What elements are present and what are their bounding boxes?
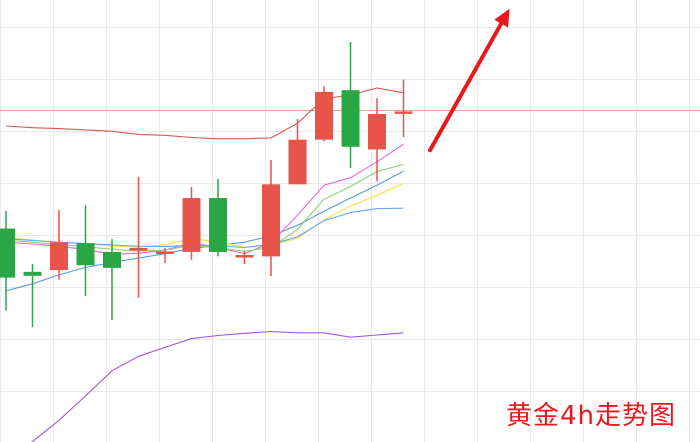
candle-body (209, 198, 227, 252)
candle (103, 239, 121, 321)
series-boll-lower (31, 330, 404, 442)
candle (368, 98, 386, 182)
candle (23, 263, 42, 328)
candle-body (23, 271, 42, 276)
candle (209, 179, 227, 257)
candle-body (315, 91, 333, 140)
candle (262, 160, 280, 277)
candle (315, 86, 333, 142)
series-ma-lightblue (5, 207, 404, 249)
candle-body (288, 139, 307, 185)
candle (50, 209, 68, 280)
candle (76, 205, 95, 297)
candle-body (103, 251, 121, 268)
candle (394, 79, 413, 138)
candle-body (341, 90, 360, 147)
indicator-lines (5, 87, 404, 442)
candle (288, 118, 307, 185)
series-ma-blue (5, 170, 404, 292)
candle-body (262, 184, 280, 257)
candle (129, 176, 148, 298)
candle-body (0, 228, 15, 278)
series-ma-pink (5, 143, 404, 255)
candle (182, 186, 201, 260)
chart-caption: 黄金4h走势图 (505, 401, 676, 431)
candle (341, 41, 360, 168)
candle-body (76, 243, 95, 266)
candle-body (394, 111, 413, 114)
trend-arrow-shaft (428, 17, 506, 153)
series-ma-yellow (5, 182, 404, 248)
series-boll-upper (5, 87, 404, 140)
candle (0, 210, 15, 311)
series-ma-green (5, 163, 404, 252)
candle-body (129, 247, 148, 251)
candle (235, 251, 254, 264)
candles (0, 41, 413, 328)
trend-arrow-head (494, 8, 510, 28)
candle (156, 247, 174, 263)
annotations (428, 8, 510, 153)
candle-body (235, 255, 254, 258)
trend-arrow (428, 8, 510, 153)
candle-body (182, 198, 201, 252)
candle-body (50, 242, 68, 271)
candle-body (368, 114, 386, 150)
candle-body (156, 251, 174, 254)
